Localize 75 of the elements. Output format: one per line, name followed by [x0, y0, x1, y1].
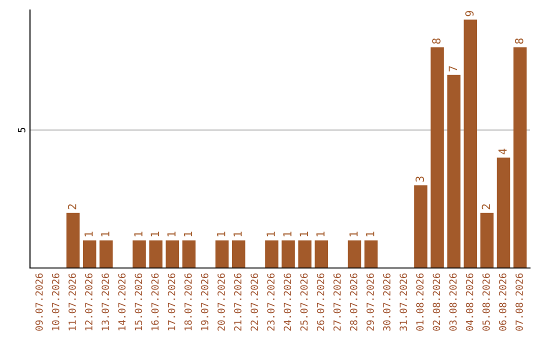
bar [348, 240, 362, 268]
bar [414, 185, 428, 268]
bar [66, 212, 80, 268]
x-tick-label: 24.07.2026 [284, 273, 292, 331]
x-tick-label: 23.07.2026 [267, 273, 275, 331]
bar [282, 240, 295, 268]
bar [132, 240, 146, 268]
x-tick-label: 29.07.2026 [366, 273, 374, 331]
x-tick-label: 26.07.2026 [316, 273, 324, 331]
bar [496, 158, 510, 268]
data-label: 4 [498, 148, 507, 154]
bar [100, 240, 113, 268]
data-label: 2 [482, 204, 490, 210]
data-label: 1 [234, 232, 242, 236]
data-label: 7 [448, 66, 457, 72]
data-label: 8 [514, 38, 524, 44]
bar [464, 20, 478, 268]
x-tick-label: 16.07.2026 [151, 273, 159, 330]
bar [430, 47, 444, 268]
data-label: 2 [68, 204, 76, 210]
bar [182, 240, 196, 268]
x-tick-label: 15.07.2026 [134, 273, 142, 330]
bar [480, 212, 494, 268]
data-label: 1 [84, 232, 93, 236]
data-label: 1 [134, 232, 142, 236]
x-tick-label: 31.07.2026 [400, 273, 408, 331]
bar [82, 240, 96, 268]
bar [149, 240, 162, 268]
data-label: 1 [150, 232, 159, 236]
x-tick-label: 13.07.2026 [102, 273, 110, 330]
x-tick-label: 11.07.2026 [68, 273, 76, 330]
bar [232, 240, 246, 268]
x-tick-label: 28.07.2026 [350, 273, 358, 331]
x-tick-label: 03.08.2026 [449, 273, 457, 331]
x-tick-label: 18.07.2026 [184, 273, 192, 330]
data-label: 1 [184, 232, 192, 236]
x-tick-label: 30.07.2026 [383, 273, 390, 331]
x-tick-label: 01.08.2026 [416, 273, 424, 331]
bar [447, 74, 460, 268]
data-label: 1 [366, 232, 374, 236]
y-tick-label: 5 [18, 128, 26, 132]
bar [364, 240, 378, 268]
data-label: 8 [432, 38, 441, 44]
x-tick-label: 07.08.2026 [516, 273, 523, 331]
x-tick-label: 19.07.2026 [200, 273, 208, 330]
data-label: 3 [416, 176, 424, 182]
x-tick-label: 09.07.2026 [35, 273, 43, 331]
x-tick-label: 04.08.2026 [466, 273, 474, 331]
x-tick-label: 14.07.2026 [118, 273, 126, 330]
data-label: 1 [283, 232, 292, 236]
x-tick-label: 06.08.2026 [499, 273, 506, 331]
data-label: 1 [300, 232, 308, 236]
x-tick-label: 20.07.2026 [218, 273, 225, 331]
x-tick-label: 02.08.2026 [432, 273, 440, 331]
bar [265, 240, 278, 268]
bar [314, 240, 328, 268]
data-label: 1 [217, 232, 226, 236]
x-tick-label: 12.07.2026 [85, 273, 92, 330]
data-label: 1 [167, 232, 176, 236]
x-tick-label: 21.07.2026 [234, 273, 242, 331]
bar [513, 47, 527, 268]
x-tick-label: 27.07.2026 [333, 273, 341, 331]
data-label: 1 [266, 232, 275, 236]
bar [215, 240, 229, 268]
data-label: 1 [316, 232, 324, 236]
x-tick-label: 05.08.2026 [482, 273, 490, 331]
data-label: 1 [350, 232, 358, 236]
x-tick-label: 25.07.2026 [300, 273, 308, 331]
x-tick-label: 17.07.2026 [168, 273, 176, 330]
bar [166, 240, 180, 268]
x-tick-label: 22.07.2026 [250, 273, 258, 331]
bar [298, 240, 312, 268]
data-label: 1 [101, 232, 110, 236]
data-label: 9 [465, 10, 474, 16]
x-tick-label: 10.07.2026 [52, 273, 60, 330]
